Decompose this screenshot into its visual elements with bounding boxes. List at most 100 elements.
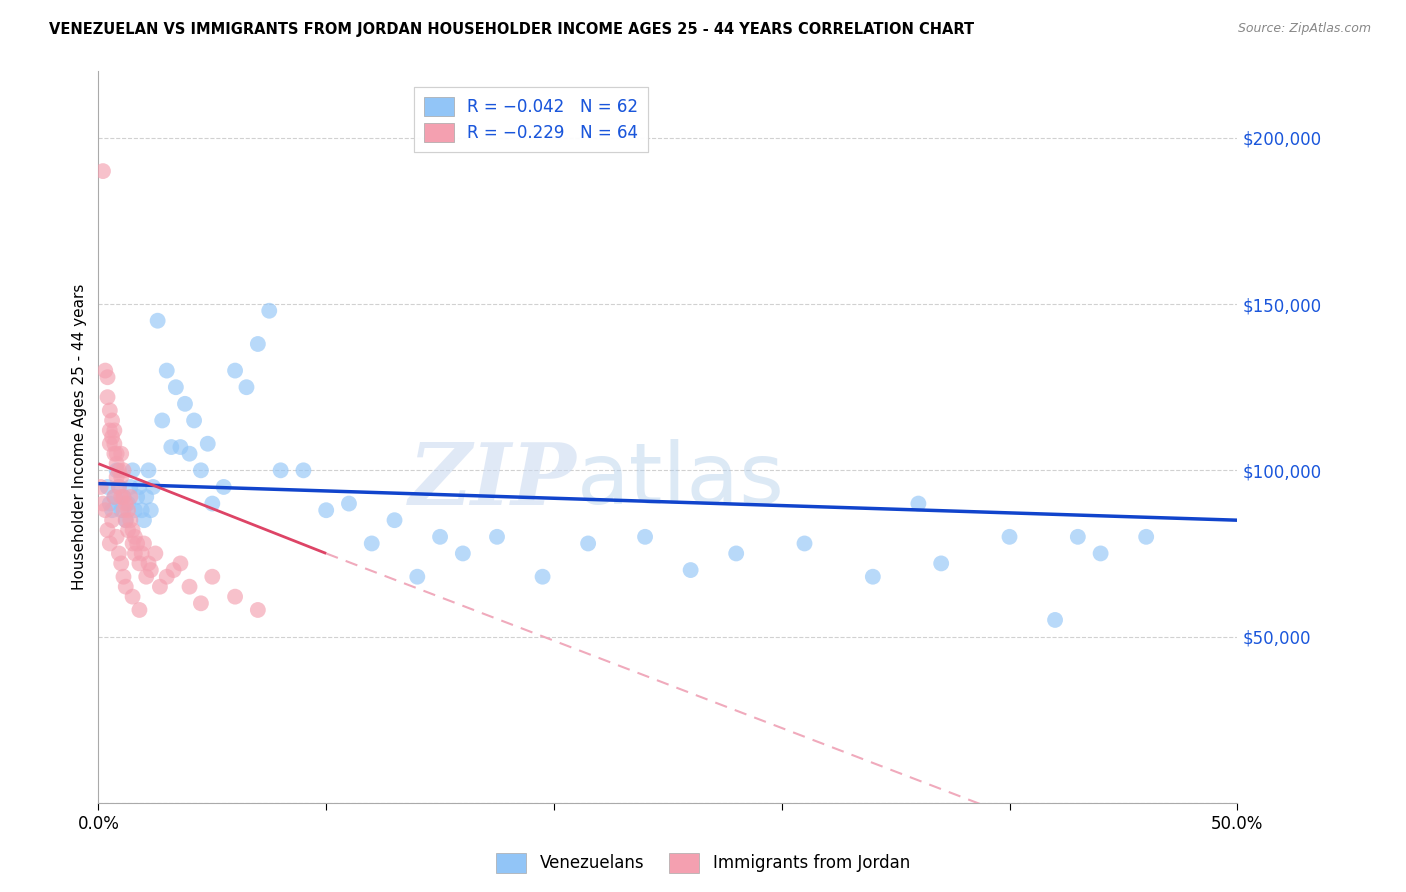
Point (124, 546, 146, 560)
Point (96, 390, 118, 404)
Point (160, 440, 183, 454)
Point (1135, 530, 1157, 544)
Point (128, 480, 150, 494)
Point (128, 557, 150, 571)
Point (235, 380, 257, 394)
Point (149, 580, 172, 594)
Point (1067, 530, 1090, 544)
Legend: R = −0.042   N = 62, R = −0.229   N = 64: R = −0.042 N = 62, R = −0.229 N = 64 (413, 87, 648, 153)
Point (96, 523, 118, 537)
Point (101, 503, 124, 517)
Point (246, 337, 269, 351)
Point (101, 430, 124, 444)
Point (679, 563, 702, 577)
Point (94, 363, 117, 377)
Point (103, 436, 125, 450)
Point (360, 536, 382, 550)
Point (174, 397, 197, 411)
Point (131, 503, 153, 517)
Point (190, 463, 212, 477)
Point (114, 497, 136, 511)
Point (91, 164, 114, 178)
Point (98, 536, 121, 550)
Point (179, 447, 201, 461)
Point (98, 424, 121, 438)
Point (124, 503, 146, 517)
Point (135, 490, 157, 504)
Point (124, 530, 146, 544)
Point (998, 530, 1021, 544)
Point (105, 463, 128, 477)
Point (121, 590, 143, 604)
Point (138, 557, 160, 571)
Point (162, 563, 184, 577)
Point (103, 424, 125, 438)
Point (121, 536, 143, 550)
Point (576, 536, 599, 550)
Point (270, 463, 292, 477)
Point (98, 403, 121, 417)
Point (142, 480, 165, 494)
Point (94, 503, 117, 517)
Point (110, 503, 132, 517)
Point (112, 503, 135, 517)
Point (108, 463, 131, 477)
Point (725, 546, 748, 560)
Point (98, 497, 121, 511)
Point (150, 413, 173, 427)
Point (112, 490, 135, 504)
Point (127, 490, 149, 504)
Point (179, 580, 201, 594)
Point (117, 497, 139, 511)
Point (127, 536, 149, 550)
Point (292, 463, 315, 477)
Point (120, 513, 142, 527)
Point (103, 490, 125, 504)
Point (634, 530, 657, 544)
Point (486, 530, 509, 544)
Point (114, 513, 136, 527)
Point (201, 570, 224, 584)
Point (114, 580, 136, 594)
Point (110, 447, 132, 461)
Point (96, 480, 118, 494)
Point (384, 513, 406, 527)
Point (120, 480, 142, 494)
Point (103, 447, 125, 461)
Point (145, 546, 167, 560)
Point (110, 557, 132, 571)
Point (337, 497, 360, 511)
Text: VENEZUELAN VS IMMIGRANTS FROM JORDAN HOUSEHOLDER INCOME AGES 25 - 44 YEARS CORRE: VENEZUELAN VS IMMIGRANTS FROM JORDAN HOU… (49, 22, 974, 37)
Point (96, 370, 118, 384)
Point (105, 447, 128, 461)
Point (429, 530, 451, 544)
Point (793, 536, 815, 550)
Point (101, 413, 124, 427)
Point (201, 497, 224, 511)
Point (224, 363, 246, 377)
Point (224, 590, 246, 604)
Point (156, 363, 179, 377)
Point (105, 530, 128, 544)
Point (197, 436, 219, 450)
Text: ZIP: ZIP (409, 439, 576, 523)
Point (169, 557, 191, 571)
Point (105, 470, 128, 484)
Point (139, 503, 162, 517)
Point (259, 303, 281, 318)
Point (146, 314, 169, 328)
Point (90, 480, 112, 494)
Y-axis label: Householder Income Ages 25 - 44 years: Householder Income Ages 25 - 44 years (72, 284, 87, 591)
Point (108, 480, 131, 494)
Point (132, 536, 155, 550)
Point (907, 497, 929, 511)
Point (131, 546, 153, 560)
Point (929, 557, 952, 571)
Point (117, 523, 139, 537)
Point (451, 546, 474, 560)
Point (121, 523, 143, 537)
Point (315, 503, 337, 517)
Point (114, 513, 136, 527)
Point (138, 463, 160, 477)
Point (1043, 613, 1066, 627)
